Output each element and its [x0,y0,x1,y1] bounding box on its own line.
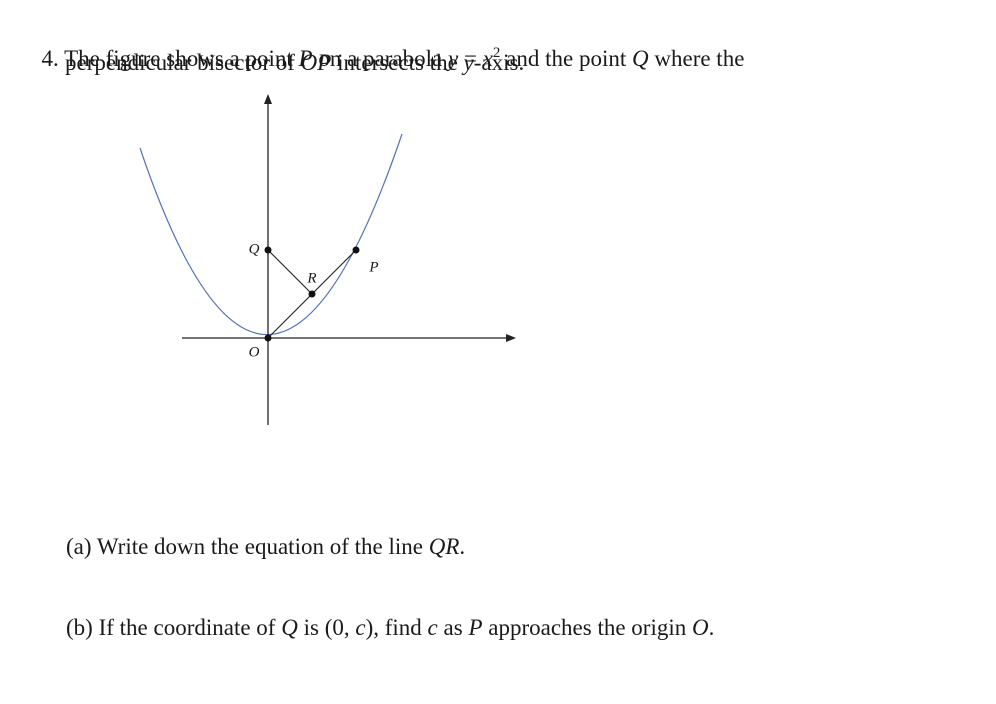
text: If the coordinate of [98,615,282,640]
x-arrow [506,334,516,342]
math: P [298,46,313,71]
text: . [459,534,466,559]
point-q [264,246,272,254]
parabola [139,133,403,336]
y-arrow [264,94,272,104]
math: y [463,50,474,75]
text: . [708,615,715,640]
math: OP [300,50,332,75]
math: Q [281,615,298,640]
text: ), find [365,615,428,640]
point-p [352,246,360,254]
math: QR [428,534,460,559]
part-b: (b) If the coordinate of Q is (0, c), fi… [66,614,714,642]
text: as [437,615,469,640]
text: and the point [500,46,632,71]
text: perpendicular bisector of [65,50,301,75]
label-r: R [306,270,316,286]
point-r [308,290,316,298]
label-q: Q [249,241,260,257]
math: c [427,615,438,640]
exponent: 2 [492,45,501,61]
segment-qr [267,249,313,295]
problem-number: 4. [41,46,59,71]
math: y [447,46,459,71]
math: Q [632,46,649,71]
part-label: (b) [66,615,93,640]
part-label: (a) [66,534,92,559]
label-o: O [249,344,260,360]
math: P [468,615,483,640]
math: c [355,615,366,640]
problem-line-2: perpendicular bisector of OP intersects … [65,49,524,77]
text: intersects the [331,50,464,75]
text: on a parabola [312,46,448,71]
problem-line-1: 4. The figure shows a point P on a parab… [30,17,745,76]
text: The figure shows a point [64,46,299,71]
text: where the [648,46,745,71]
point-o [264,334,272,342]
text: = [458,46,483,71]
label-p: P [368,259,378,275]
text: approaches the origin [482,615,692,640]
text: -axis. [473,50,525,75]
math: O [691,615,709,640]
math: x [482,46,493,71]
text: is (0, [297,615,356,640]
text: Write down the equation of the line [96,534,429,559]
part-a: (a) Write down the equation of the line … [66,533,465,561]
